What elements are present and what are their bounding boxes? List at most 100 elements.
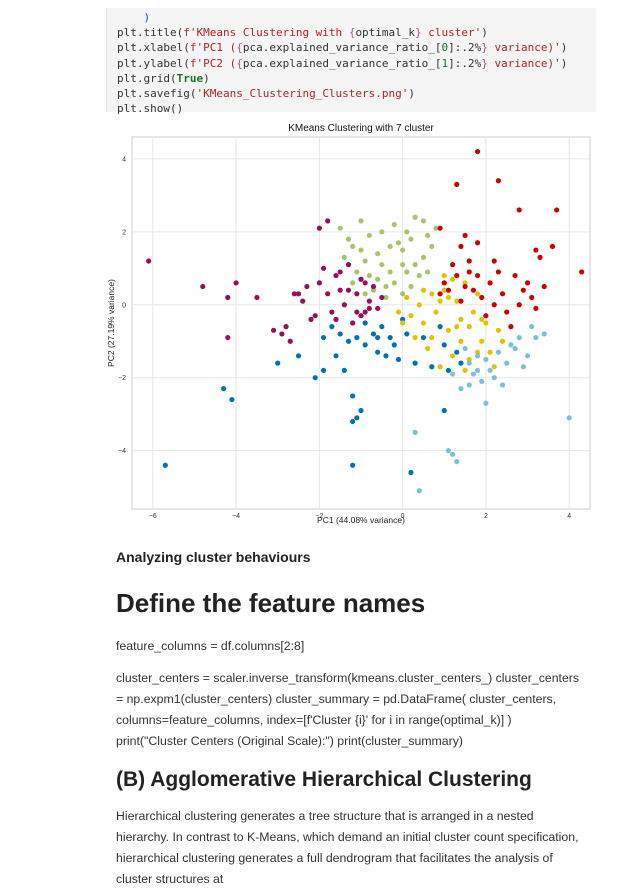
scatter-point bbox=[379, 324, 385, 330]
code-token: 'KMeans_Clustering_Clusters.png' bbox=[196, 87, 409, 101]
code-token: f'KMeans Clustering with bbox=[183, 26, 349, 40]
scatter-point bbox=[495, 349, 501, 355]
scatter-point bbox=[437, 291, 443, 297]
scatter-point bbox=[408, 283, 414, 290]
scatter-point bbox=[495, 327, 501, 333]
code-token: { bbox=[236, 56, 243, 70]
scatter-point bbox=[270, 327, 277, 333]
code-token: } bbox=[481, 41, 488, 55]
scatter-point bbox=[354, 269, 360, 275]
scatter-point bbox=[450, 451, 456, 457]
code-token: ]:.2% bbox=[448, 56, 482, 70]
scatter-point bbox=[441, 407, 447, 414]
scatter-point bbox=[366, 272, 372, 279]
scatter-point bbox=[425, 232, 431, 239]
code-cell[interactable]: ) plt.title(f'KMeans Clustering with {opt… bbox=[106, 8, 596, 116]
scatter-point bbox=[316, 225, 322, 231]
scatter-point bbox=[441, 280, 447, 286]
scatter-point bbox=[487, 367, 493, 374]
scatter-point bbox=[325, 291, 331, 297]
scatter-point bbox=[395, 240, 402, 246]
scatter-point bbox=[329, 324, 335, 330]
scatter-point bbox=[200, 283, 206, 290]
code-token: plt bbox=[117, 26, 137, 40]
scatter-point bbox=[466, 269, 472, 275]
scatter-point bbox=[454, 298, 460, 304]
scatter-point bbox=[437, 324, 443, 330]
code-token: .grid( bbox=[136, 71, 177, 85]
scatter-point bbox=[529, 324, 535, 330]
scatter-point bbox=[370, 287, 377, 293]
scatter-point bbox=[333, 316, 339, 322]
scatter-point bbox=[454, 324, 460, 330]
scatter-point bbox=[474, 349, 481, 355]
x-tick-label: 2 bbox=[484, 513, 488, 520]
scatter-point bbox=[491, 302, 497, 308]
scatter-point bbox=[483, 313, 489, 319]
scatter-point bbox=[362, 291, 368, 297]
scatter-point bbox=[454, 349, 460, 355]
scatter-point bbox=[450, 353, 456, 359]
scatter-point bbox=[549, 243, 556, 250]
scatter-point bbox=[437, 298, 443, 304]
code-line: plt.savefig('KMeans_Clustering_Clusters.… bbox=[117, 86, 596, 101]
scatter-point bbox=[462, 367, 468, 374]
scatter-point bbox=[404, 229, 410, 235]
scatter-point bbox=[333, 353, 339, 359]
scatter-point bbox=[379, 294, 385, 301]
scatter-point bbox=[408, 313, 414, 319]
scatter-point bbox=[395, 309, 402, 315]
code-token: ]:.2% bbox=[448, 41, 482, 55]
scatter-point bbox=[379, 262, 385, 268]
paragraph-hierarchical-intro: Hierarchical clustering generates a tree… bbox=[116, 809, 579, 886]
scatter-point bbox=[466, 324, 472, 330]
code-token: pca.explained_variance_ratio_[ bbox=[242, 41, 442, 55]
scatter-point bbox=[445, 287, 452, 293]
scatter-point bbox=[474, 291, 481, 297]
scatter-point bbox=[345, 287, 352, 293]
scatter-point bbox=[420, 320, 427, 326]
scatter-point bbox=[470, 309, 477, 315]
scatter-point bbox=[508, 324, 514, 330]
code-token: plt bbox=[117, 56, 137, 70]
code-token: ) bbox=[560, 56, 568, 70]
scatter-point bbox=[225, 334, 231, 341]
scatter-point bbox=[466, 258, 472, 264]
scatter-point bbox=[520, 364, 526, 370]
grid-lines bbox=[132, 137, 590, 509]
scatter-point bbox=[283, 324, 289, 330]
scatter-point bbox=[387, 269, 393, 275]
paragraph-cluster-centers: cluster_centers = scaler.inverse_transfo… bbox=[116, 671, 580, 748]
paragraph-feature-columns: feature_columns = df.columns[2:8] bbox=[116, 639, 305, 653]
scatter-point bbox=[350, 418, 356, 425]
code-token: f'PC2 ( bbox=[189, 56, 237, 70]
scatter-point bbox=[146, 258, 152, 264]
x-tick-label: −2 bbox=[315, 513, 323, 520]
scatter-point bbox=[425, 345, 431, 352]
scatter-point bbox=[474, 367, 481, 374]
scatter-point bbox=[533, 305, 539, 312]
scatter-point bbox=[516, 207, 522, 213]
code-token: { bbox=[236, 41, 243, 55]
scatter-point bbox=[350, 393, 356, 399]
scatter-point bbox=[454, 181, 460, 188]
scatter-point bbox=[499, 382, 506, 388]
x-tick-label: −4 bbox=[232, 513, 240, 520]
scatter-point bbox=[341, 367, 347, 374]
scatter-point bbox=[341, 254, 347, 260]
scatter-point bbox=[495, 178, 501, 184]
scatter-point bbox=[391, 221, 397, 228]
scatter-point bbox=[483, 356, 489, 363]
code-token: True bbox=[176, 71, 204, 85]
scatter-point bbox=[337, 269, 343, 275]
code-token: plt bbox=[117, 102, 137, 116]
scatter-point bbox=[516, 334, 522, 341]
scatter-point bbox=[225, 294, 231, 301]
code-token: { bbox=[348, 26, 356, 40]
scatter-point bbox=[524, 353, 531, 359]
scatter-point bbox=[416, 302, 422, 308]
scatter-point bbox=[362, 342, 368, 348]
code-token: plt bbox=[117, 71, 137, 85]
scatter-point bbox=[345, 262, 352, 268]
scatter-point bbox=[433, 309, 439, 315]
